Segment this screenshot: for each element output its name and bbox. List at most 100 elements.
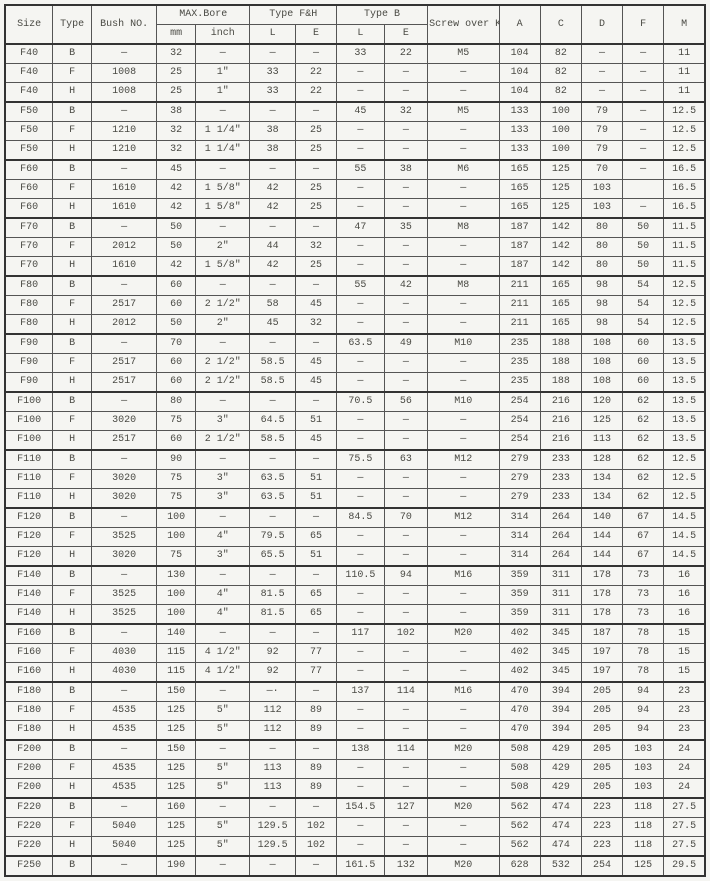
cell: 60 bbox=[623, 373, 664, 393]
cell: 235 bbox=[499, 354, 540, 373]
table-row: F110B—90———75.563M122792331286212.5 bbox=[5, 450, 705, 470]
cell: F110 bbox=[5, 450, 53, 470]
cell: — bbox=[623, 64, 664, 83]
cell: F bbox=[53, 412, 92, 431]
cell: 138 bbox=[337, 740, 385, 760]
cell: — bbox=[428, 644, 500, 663]
cell: 90 bbox=[157, 450, 196, 470]
cell: F220 bbox=[5, 837, 53, 857]
cell bbox=[623, 180, 664, 199]
cell: 14.5 bbox=[664, 547, 705, 567]
cell: 45 bbox=[295, 354, 336, 373]
cell: 508 bbox=[499, 779, 540, 799]
cell: 12.5 bbox=[664, 315, 705, 335]
cell: 100 bbox=[157, 528, 196, 547]
cell: 13.5 bbox=[664, 354, 705, 373]
cell: 13.5 bbox=[664, 431, 705, 451]
cell: — bbox=[428, 354, 500, 373]
cell: — bbox=[337, 644, 385, 663]
cell: — bbox=[250, 160, 296, 180]
cell: — bbox=[337, 779, 385, 799]
cell: 187 bbox=[499, 218, 540, 238]
cell: 150 bbox=[157, 682, 196, 702]
table-row: F140H35251004″81.565———3593111787316 bbox=[5, 605, 705, 625]
cell: 345 bbox=[540, 624, 581, 644]
cell: 160 bbox=[157, 798, 196, 818]
cell: 42 bbox=[157, 199, 196, 219]
cell: 5″ bbox=[196, 837, 250, 857]
cell: — bbox=[250, 392, 296, 412]
header-screw: Screw over Key bbox=[428, 5, 500, 44]
cell: 104 bbox=[499, 83, 540, 103]
cell: 79.5 bbox=[250, 528, 296, 547]
cell: 223 bbox=[581, 837, 622, 857]
cell: 142 bbox=[540, 257, 581, 277]
cell: 2012 bbox=[92, 315, 157, 335]
cell: 113 bbox=[581, 431, 622, 451]
cell: — bbox=[428, 528, 500, 547]
cell: 279 bbox=[499, 489, 540, 509]
cell: 223 bbox=[581, 818, 622, 837]
cell: M12 bbox=[428, 508, 500, 528]
cell: 25 bbox=[295, 257, 336, 277]
cell: 27.5 bbox=[664, 798, 705, 818]
cell: 113 bbox=[250, 779, 296, 799]
cell: 5″ bbox=[196, 818, 250, 837]
cell: — bbox=[295, 798, 336, 818]
cell: 470 bbox=[499, 702, 540, 721]
cell: F90 bbox=[5, 354, 53, 373]
cell: 92 bbox=[250, 644, 296, 663]
cell: 254 bbox=[499, 431, 540, 451]
cell: 12.5 bbox=[664, 470, 705, 489]
cell: 394 bbox=[540, 702, 581, 721]
cell: 4030 bbox=[92, 663, 157, 683]
cell: — bbox=[337, 489, 385, 509]
cell: M6 bbox=[428, 160, 500, 180]
cell: F140 bbox=[5, 566, 53, 586]
cell: 73 bbox=[623, 605, 664, 625]
cell: 44 bbox=[250, 238, 296, 257]
cell: 4535 bbox=[92, 721, 157, 741]
table-row: F40H1008251″3322———10482——11 bbox=[5, 83, 705, 103]
cell: 216 bbox=[540, 392, 581, 412]
cell: — bbox=[295, 624, 336, 644]
cell: — bbox=[337, 412, 385, 431]
cell: — bbox=[428, 431, 500, 451]
cell: 178 bbox=[581, 605, 622, 625]
cell: — bbox=[92, 44, 157, 64]
cell: — bbox=[428, 141, 500, 161]
cell: — bbox=[337, 373, 385, 393]
cell: — bbox=[384, 141, 427, 161]
cell: 205 bbox=[581, 702, 622, 721]
cell: 4030 bbox=[92, 644, 157, 663]
cell: 187 bbox=[499, 238, 540, 257]
cell: 50 bbox=[623, 238, 664, 257]
cell: 60 bbox=[157, 373, 196, 393]
table-row: F220H50401255″129.5102———56247422311827.… bbox=[5, 837, 705, 857]
cell: — bbox=[295, 44, 336, 64]
cell: 1210 bbox=[92, 122, 157, 141]
cell: 188 bbox=[540, 354, 581, 373]
cell: 60 bbox=[157, 431, 196, 451]
cell: — bbox=[623, 122, 664, 141]
cell: 50 bbox=[623, 257, 664, 277]
cell: 98 bbox=[581, 276, 622, 296]
cell: — bbox=[384, 238, 427, 257]
cell: — bbox=[384, 122, 427, 141]
cell: 474 bbox=[540, 798, 581, 818]
cell: 314 bbox=[499, 547, 540, 567]
cell: F250 bbox=[5, 856, 53, 876]
cell: — bbox=[337, 528, 385, 547]
cell: 235 bbox=[499, 334, 540, 354]
cell: — bbox=[196, 740, 250, 760]
cell: — bbox=[92, 450, 157, 470]
cell: 38 bbox=[250, 141, 296, 161]
cell: F bbox=[53, 122, 92, 141]
cell: 1610 bbox=[92, 257, 157, 277]
cell: — bbox=[428, 489, 500, 509]
cell: 205 bbox=[581, 682, 622, 702]
cell: 32 bbox=[157, 122, 196, 141]
cell: 62 bbox=[623, 489, 664, 509]
cell: 38 bbox=[250, 122, 296, 141]
cell: — bbox=[428, 721, 500, 741]
